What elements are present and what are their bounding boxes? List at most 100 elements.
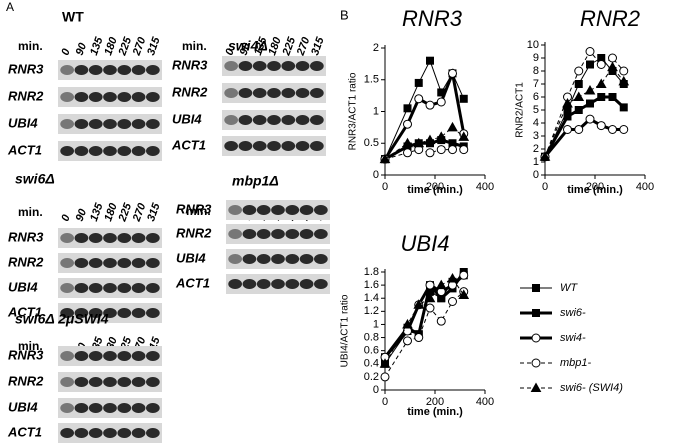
x-tick-label: 0 <box>542 181 548 193</box>
blot-band <box>146 428 160 438</box>
blot-band <box>228 229 242 239</box>
blot-band <box>117 377 132 387</box>
gene-label: RNR3 <box>8 347 44 362</box>
data-point <box>596 60 606 69</box>
blot-band <box>103 92 117 102</box>
gene-label: UBI4 <box>8 115 38 130</box>
blot-band <box>60 377 74 387</box>
gene-label: RNR2 <box>8 88 44 103</box>
data-point <box>585 47 595 56</box>
gene-label: ACT1 <box>175 275 210 290</box>
blot-band <box>88 377 103 387</box>
data-point <box>608 125 617 134</box>
time-label: min. <box>186 204 211 218</box>
data-point <box>447 273 458 283</box>
blot-band <box>60 233 74 243</box>
time-tick: 90 <box>74 207 90 223</box>
y-tick-label: 7 <box>533 78 539 90</box>
blot-band <box>88 92 103 102</box>
y-tick-label: 9 <box>533 52 539 64</box>
blot-band <box>117 146 132 156</box>
blot-band <box>271 279 285 289</box>
legend-marker <box>532 309 540 317</box>
blot-band <box>299 205 314 215</box>
blot-band <box>295 115 310 125</box>
data-point <box>436 145 446 155</box>
blot-band <box>60 258 74 268</box>
data-point <box>584 84 596 95</box>
blot-band <box>74 308 89 318</box>
blot-band <box>281 141 296 151</box>
data-point <box>424 134 436 145</box>
y-tick-label: 1.4 <box>364 292 379 304</box>
blot-title: mbp1Δ <box>232 173 279 189</box>
data-point <box>608 53 617 63</box>
data-point <box>425 148 435 158</box>
blot-band <box>131 351 146 361</box>
data-point <box>539 151 551 161</box>
data-point <box>458 289 470 299</box>
blot-band <box>88 258 103 268</box>
y-axis-label: UBI4/ACT1 ratio <box>340 294 351 367</box>
y-tick-label: 1 <box>373 105 379 117</box>
gene-label: ACT1 <box>171 137 206 152</box>
data-point <box>425 280 435 290</box>
blot-band <box>146 351 160 361</box>
y-tick-label: 4 <box>533 117 539 129</box>
blot-band <box>74 258 89 268</box>
blot-band <box>74 403 89 413</box>
time-tick: 270 <box>131 35 149 58</box>
y-tick-label: 2 <box>373 42 379 54</box>
blot-band <box>88 428 103 438</box>
blot-band <box>271 229 285 239</box>
blot-band <box>103 258 117 268</box>
blot-band <box>314 205 328 215</box>
gene-label: UBI4 <box>176 250 206 265</box>
blot-band <box>256 229 271 239</box>
data-point <box>596 121 606 131</box>
blot-band <box>310 141 324 151</box>
blot-band <box>238 141 253 151</box>
blot-band <box>299 279 314 289</box>
blot-band <box>228 254 242 264</box>
data-point <box>379 358 391 368</box>
data-point <box>586 99 594 108</box>
data-point <box>574 125 584 134</box>
y-tick-label: 1.5 <box>364 74 379 86</box>
blot-band <box>131 377 146 387</box>
y-axis-label: RNR2/ACT1 <box>515 82 526 138</box>
data-point <box>574 80 583 88</box>
y-tick-label: 0.8 <box>364 331 379 343</box>
y-tick-label: 0.5 <box>364 137 379 149</box>
blot-band <box>146 65 160 75</box>
blot-band <box>103 233 117 243</box>
blot-band <box>314 254 328 264</box>
time-tick: 270 <box>295 35 313 58</box>
blot-band <box>74 92 89 102</box>
panel-label: A <box>6 0 14 14</box>
blot-band <box>60 119 74 129</box>
data-point <box>424 292 436 303</box>
blot-band <box>88 308 103 318</box>
y-tick-label: 1 <box>533 156 539 168</box>
x-tick-label: 400 <box>476 181 494 193</box>
blot-band <box>74 377 89 387</box>
data-point <box>402 137 413 148</box>
time-tick: 0 <box>223 46 237 57</box>
blot-band <box>224 115 238 125</box>
data-point <box>414 94 424 104</box>
time-tick: 315 <box>145 201 163 223</box>
data-point <box>414 78 423 87</box>
blot-band <box>103 308 117 318</box>
y-tick-label: 0.2 <box>364 371 379 383</box>
blot-band <box>295 88 310 98</box>
data-point <box>425 100 435 110</box>
data-point <box>619 125 629 134</box>
time-tick: 315 <box>145 35 163 57</box>
blot-band <box>131 403 146 413</box>
blot-band <box>146 377 160 387</box>
gene-label: RNR3 <box>172 57 208 72</box>
y-tick-label: 5 <box>533 104 539 116</box>
blot-band <box>314 279 328 289</box>
y-tick-label: 1.2 <box>364 305 379 317</box>
